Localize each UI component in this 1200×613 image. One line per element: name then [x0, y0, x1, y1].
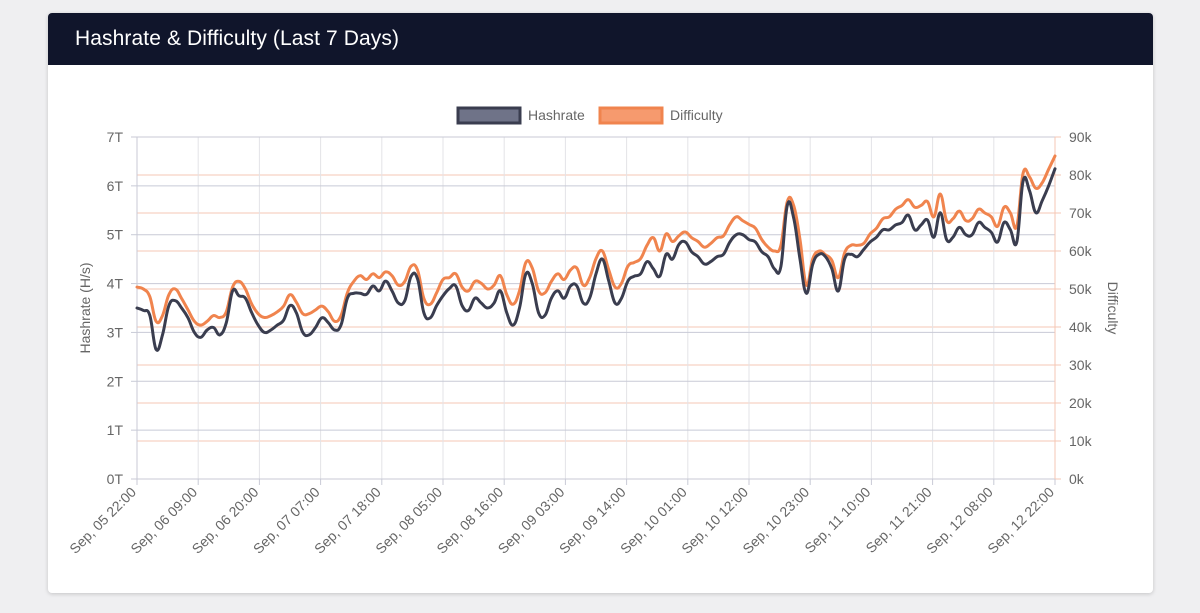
left-tick-label: 2T	[107, 373, 124, 389]
chart-area: 0k 10k 20k 30k 40k 50k 60k 70k 80k 90k Sep, 05 22:…	[48, 65, 1153, 593]
left-tick-label: 3T	[107, 324, 124, 340]
legend-label-hashrate: Hashrate	[528, 107, 585, 123]
left-tick-label: 5T	[107, 227, 124, 243]
hashrate-series-line	[135, 167, 1057, 352]
legend-swatch-difficulty	[598, 106, 664, 125]
right-tick-label: 40k	[1069, 319, 1093, 335]
grid	[131, 136, 1061, 485]
right-tick-label: 0k	[1069, 471, 1085, 487]
right-tick-label: 80k	[1069, 167, 1093, 183]
left-tick-label: 4T	[107, 276, 124, 292]
series-lines	[135, 154, 1057, 352]
legend: Hashrate Difficulty	[456, 106, 723, 125]
left-tick-label: 6T	[107, 178, 124, 194]
left-tick-label: 7T	[107, 129, 124, 145]
legend-swatch-hashrate	[456, 106, 522, 125]
y-left-axis-title: Hashrate (H/s)	[77, 262, 93, 353]
right-tick-label: 20k	[1069, 395, 1093, 411]
right-tick-label: 30k	[1069, 357, 1093, 373]
legend-label-difficulty: Difficulty	[670, 107, 723, 123]
left-tick-label: 1T	[107, 422, 124, 438]
difficulty-series-line	[135, 154, 1057, 327]
chart-card: Hashrate & Difficulty (Last 7 Days) 0k 10…	[48, 13, 1153, 593]
right-tick-label: 50k	[1069, 281, 1093, 297]
card-header: Hashrate & Difficulty (Last 7 Days)	[48, 13, 1153, 65]
right-tick-label: 70k	[1069, 205, 1093, 221]
right-tick-label: 60k	[1069, 243, 1093, 259]
card-title: Hashrate & Difficulty (Last 7 Days)	[75, 27, 400, 50]
left-tick-label: 0T	[107, 471, 124, 487]
y-right-axis-title: Difficulty	[1105, 282, 1121, 335]
right-tick-label: 10k	[1069, 433, 1093, 449]
right-tick-label: 90k	[1069, 129, 1093, 145]
